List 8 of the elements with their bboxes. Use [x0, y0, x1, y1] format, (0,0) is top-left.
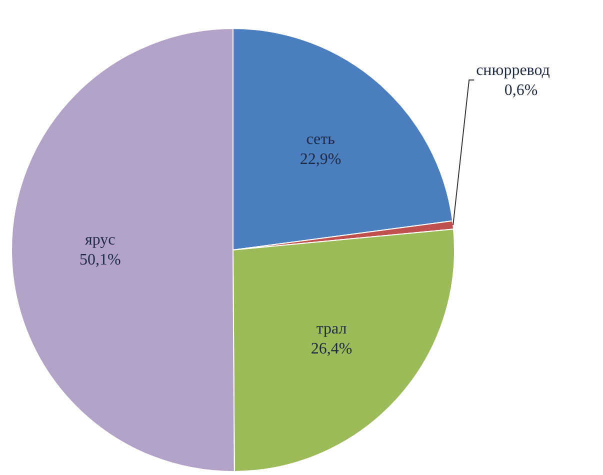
data-label: 50,1%: [79, 252, 121, 269]
data-label: 26,4%: [310, 340, 352, 358]
slice-label: сеть: [306, 131, 335, 148]
data-label: 0,6%: [504, 82, 538, 100]
slice-label: трал: [316, 320, 347, 338]
data-label: 22,9%: [300, 151, 342, 168]
slice-label: ярус: [84, 232, 116, 249]
slice-label: снюрревод: [476, 62, 550, 80]
